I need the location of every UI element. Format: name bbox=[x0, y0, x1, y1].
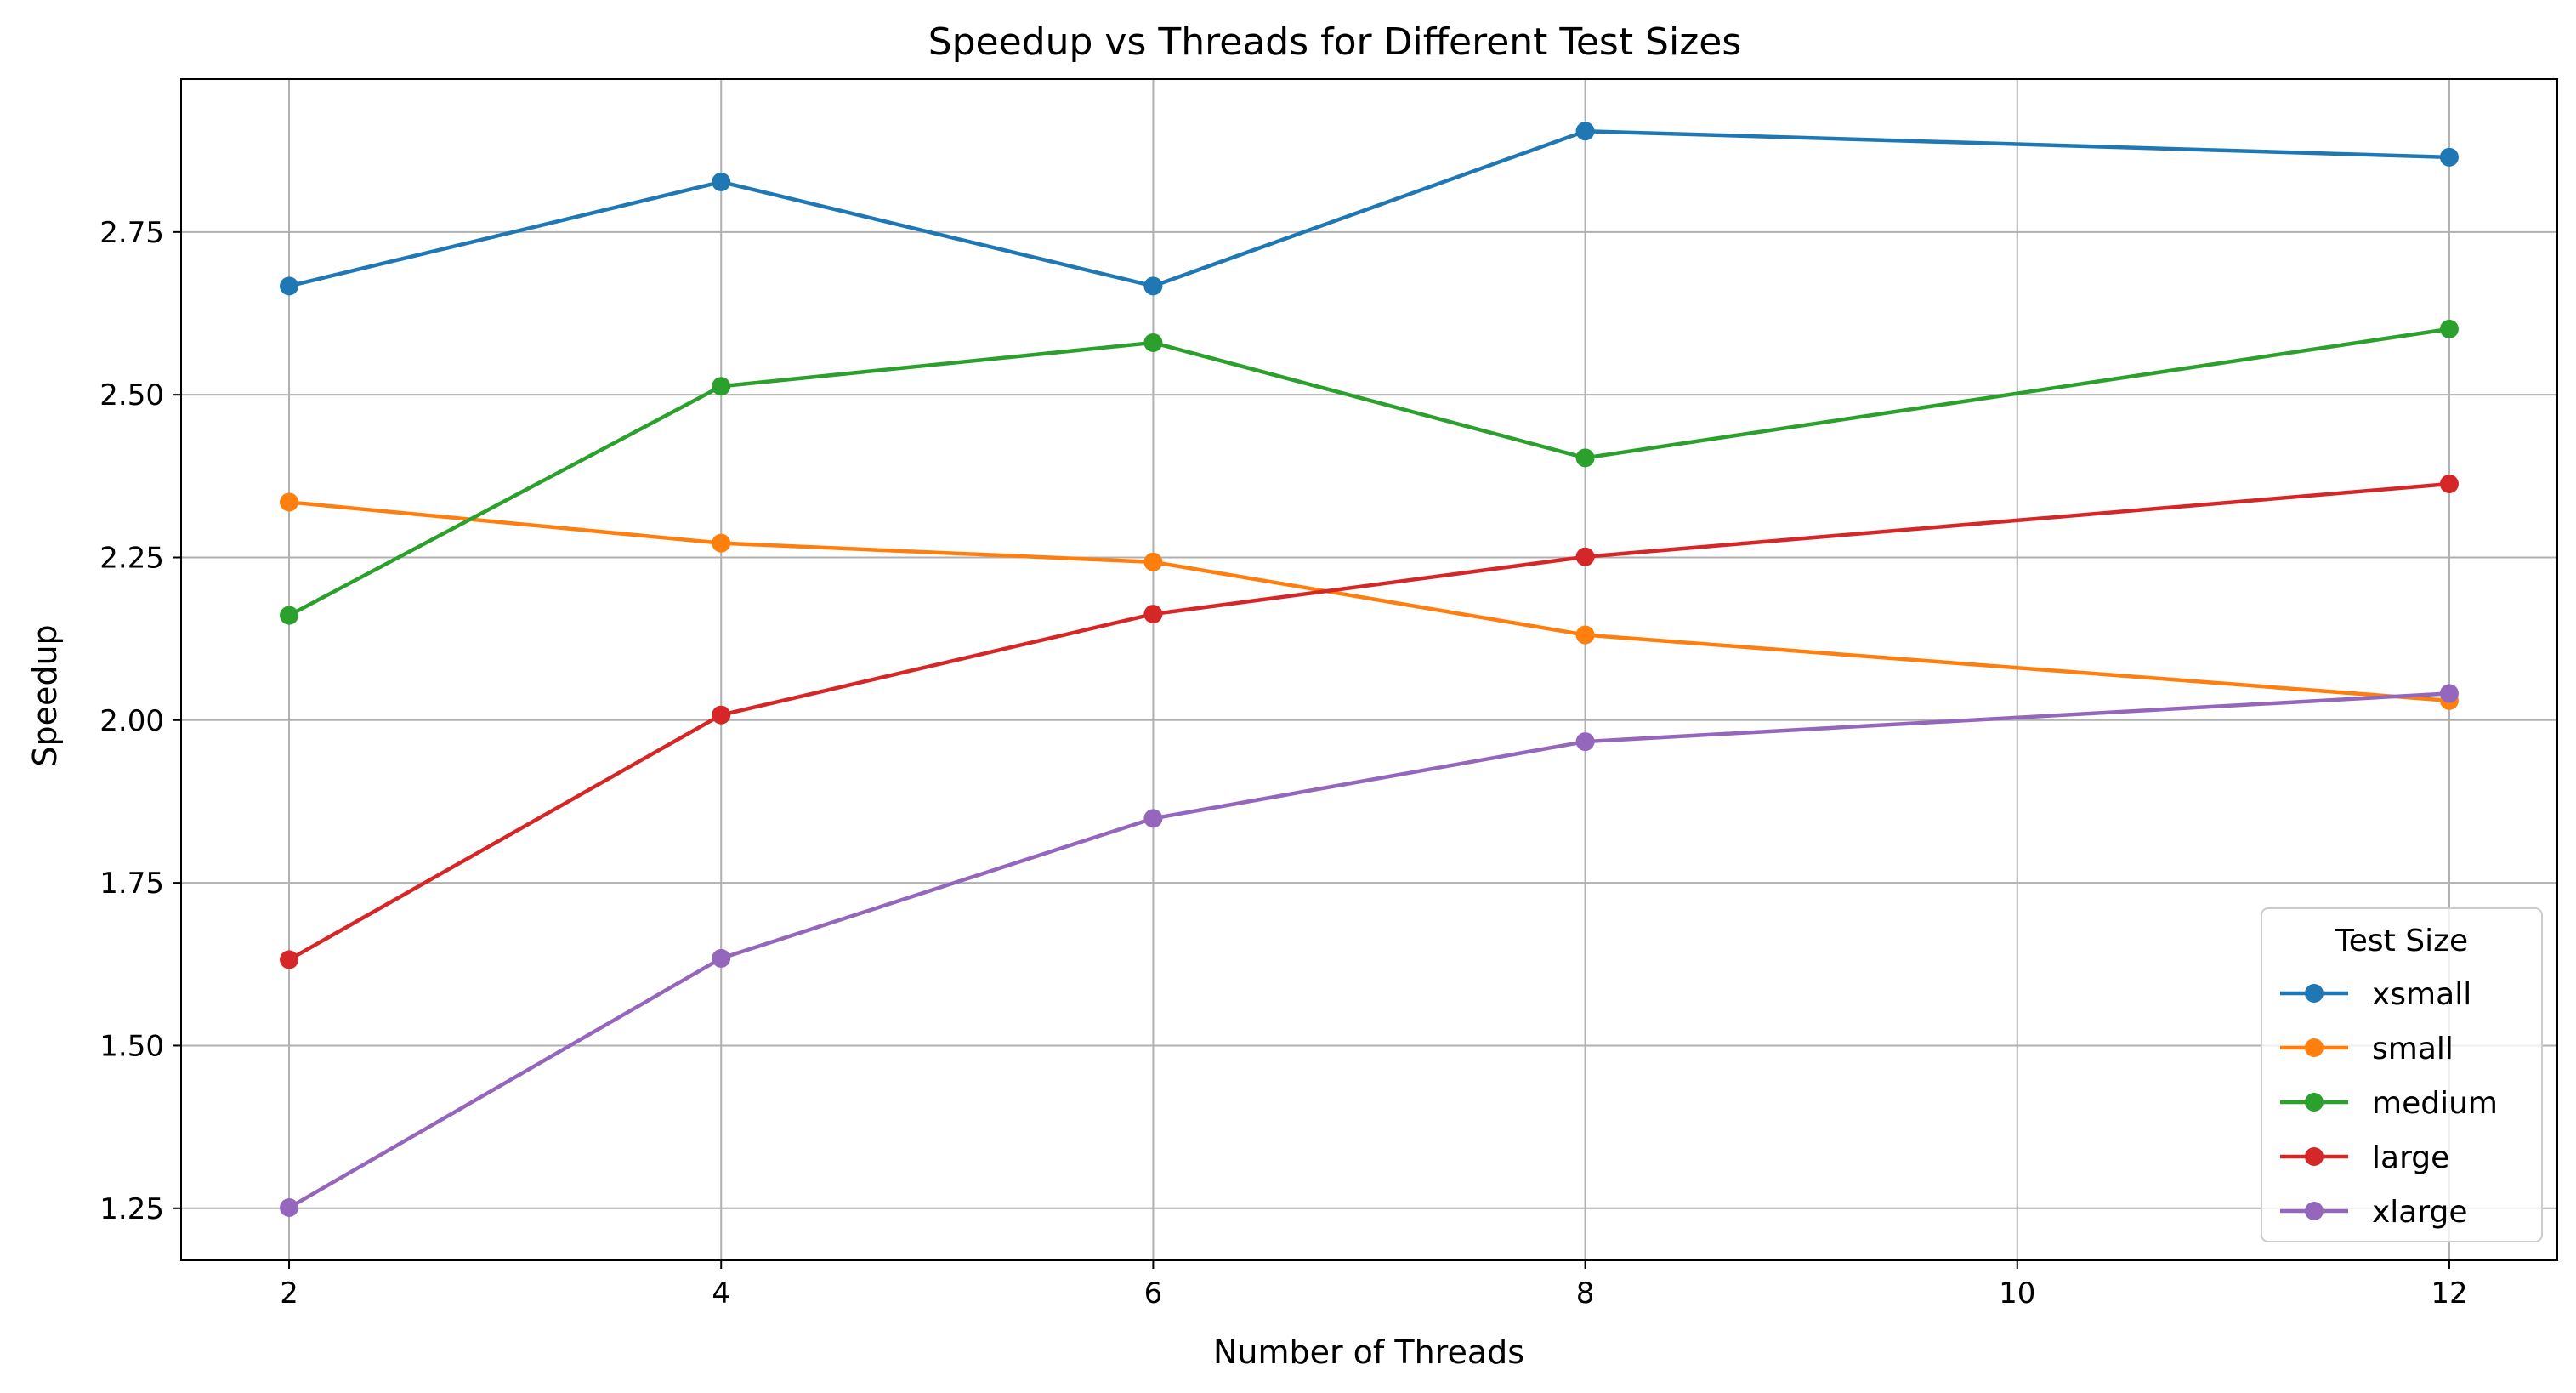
legend-marker bbox=[2305, 1038, 2324, 1057]
x-tick-label: 10 bbox=[1999, 1276, 2035, 1311]
y-axis-label: Speedup bbox=[26, 624, 64, 766]
x-tick-label: 4 bbox=[712, 1276, 730, 1311]
y-tick-label: 1.50 bbox=[99, 1029, 164, 1063]
data-point bbox=[2439, 147, 2459, 167]
series-xsmall bbox=[280, 122, 2459, 296]
data-point bbox=[280, 950, 299, 969]
series-medium bbox=[280, 319, 2459, 625]
legend-marker bbox=[2305, 1093, 2324, 1112]
chart-title: Speedup vs Threads for Different Test Si… bbox=[928, 20, 1742, 64]
legend-label: medium bbox=[2372, 1086, 2498, 1121]
x-tick-label: 6 bbox=[1144, 1276, 1163, 1311]
data-point bbox=[280, 606, 299, 625]
data-point bbox=[1143, 333, 1163, 352]
y-tick-label: 2.00 bbox=[99, 704, 164, 738]
x-tick-label: 12 bbox=[2431, 1276, 2467, 1311]
plot-frame bbox=[180, 78, 2558, 1261]
y-axis-ticks: 1.25 1.50 1.75 2.00 2.25 2.50 2.75 bbox=[99, 216, 181, 1226]
data-point bbox=[1575, 448, 1595, 468]
data-point bbox=[1143, 552, 1163, 571]
data-point bbox=[1575, 547, 1595, 566]
x-tick-label: 2 bbox=[280, 1276, 298, 1311]
legend-label: large bbox=[2372, 1140, 2449, 1175]
legend-item-small: small bbox=[2280, 1032, 2454, 1066]
x-tick-label: 8 bbox=[1576, 1276, 1595, 1311]
y-tick-label: 2.50 bbox=[99, 378, 164, 412]
series-layer bbox=[280, 122, 2459, 1218]
legend-label: xsmall bbox=[2372, 977, 2471, 1012]
legend-label: small bbox=[2372, 1032, 2454, 1066]
data-point bbox=[280, 492, 299, 512]
data-point bbox=[2439, 319, 2459, 338]
data-point bbox=[280, 276, 299, 296]
data-point bbox=[280, 1198, 299, 1218]
x-axis-ticks: 2 4 6 8 10 12 bbox=[280, 1260, 2468, 1311]
legend-item-xsmall: xsmall bbox=[2280, 977, 2471, 1012]
data-point bbox=[1143, 605, 1163, 624]
x-axis-label: Number of Threads bbox=[1213, 1333, 1524, 1371]
legend-item-large: large bbox=[2280, 1140, 2449, 1175]
y-tick-label: 2.75 bbox=[99, 216, 164, 250]
data-point bbox=[1143, 809, 1163, 828]
legend-label: xlarge bbox=[2372, 1195, 2468, 1230]
grid-lines bbox=[181, 79, 2557, 1260]
data-point bbox=[1575, 122, 1595, 141]
legend: Test Size xsmall small medium large xlarge bbox=[2261, 907, 2543, 1242]
series-xlarge bbox=[280, 684, 2459, 1218]
data-point bbox=[2439, 475, 2459, 494]
legend-item-medium: medium bbox=[2280, 1086, 2498, 1121]
legend-item-xlarge: xlarge bbox=[2280, 1195, 2468, 1230]
data-point bbox=[1575, 732, 1595, 752]
data-point bbox=[712, 377, 731, 396]
data-point bbox=[1575, 625, 1595, 645]
data-point bbox=[712, 948, 731, 968]
y-tick-label: 1.25 bbox=[99, 1192, 164, 1226]
legend-items: xsmall small medium large xlarge bbox=[2280, 977, 2498, 1230]
data-point bbox=[1143, 276, 1163, 296]
data-point bbox=[2439, 684, 2459, 703]
data-point bbox=[712, 705, 731, 725]
legend-title: Test Size bbox=[2335, 924, 2468, 958]
legend-marker bbox=[2305, 984, 2324, 1003]
y-tick-label: 1.75 bbox=[99, 867, 164, 901]
legend-marker bbox=[2305, 1202, 2324, 1220]
data-point bbox=[712, 533, 731, 553]
legend-marker bbox=[2305, 1147, 2324, 1166]
data-point bbox=[712, 172, 731, 191]
y-tick-label: 2.25 bbox=[99, 541, 164, 575]
series-large bbox=[280, 475, 2459, 969]
